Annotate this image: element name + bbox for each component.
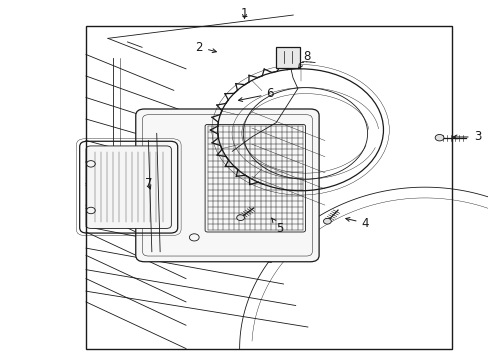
Text: 3: 3 [452, 130, 480, 144]
FancyBboxPatch shape [136, 109, 319, 262]
Text: 4: 4 [345, 216, 368, 230]
Text: 2: 2 [195, 41, 216, 54]
Text: 8: 8 [298, 50, 310, 68]
Text: 6: 6 [238, 87, 273, 102]
Circle shape [236, 215, 244, 221]
Text: 5: 5 [271, 218, 283, 235]
Text: 1: 1 [240, 7, 248, 20]
Circle shape [434, 134, 443, 141]
FancyBboxPatch shape [276, 47, 299, 68]
FancyBboxPatch shape [86, 146, 171, 228]
Circle shape [323, 219, 330, 224]
Bar [86, 26, 451, 348]
Text: 7: 7 [144, 177, 152, 190]
